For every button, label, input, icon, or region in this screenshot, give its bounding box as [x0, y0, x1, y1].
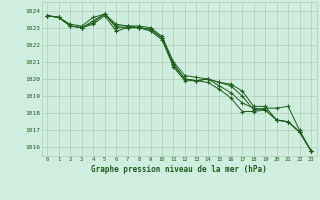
X-axis label: Graphe pression niveau de la mer (hPa): Graphe pression niveau de la mer (hPa) — [91, 165, 267, 174]
